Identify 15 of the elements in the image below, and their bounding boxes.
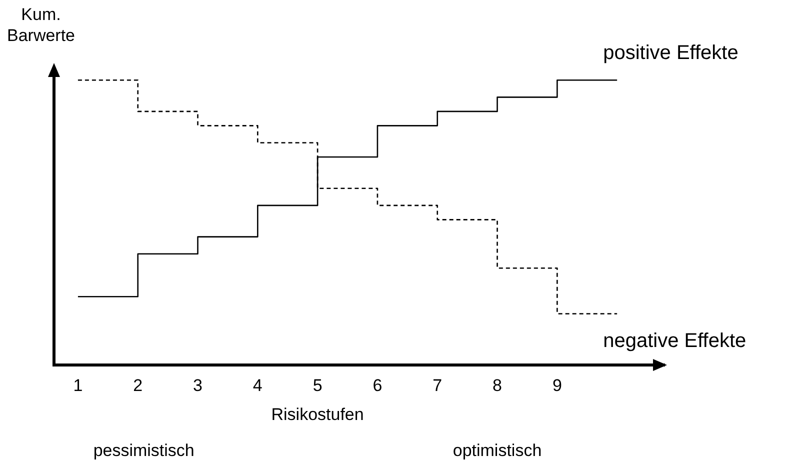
x-tick-label: 6 <box>372 376 382 396</box>
x-tick-label: 1 <box>73 376 83 396</box>
y-axis-title: Kum. Barwerte <box>6 4 76 46</box>
x-tick-label: 7 <box>432 376 442 396</box>
series-label: negative Effekte <box>603 330 746 353</box>
text: pessimistisch <box>92 441 196 461</box>
x-tick-label: 5 <box>312 376 322 396</box>
text: optimistisch <box>452 441 543 461</box>
x-tick-label: 2 <box>133 376 143 396</box>
series-label: positive Effekte <box>603 42 738 66</box>
x-tick-label: 8 <box>492 376 502 396</box>
x-tick-label: 4 <box>252 376 262 396</box>
x-tick-label: 3 <box>193 376 202 396</box>
x-tick-label: 9 <box>552 376 562 396</box>
x-axis-title: Risikostufen <box>270 405 365 425</box>
